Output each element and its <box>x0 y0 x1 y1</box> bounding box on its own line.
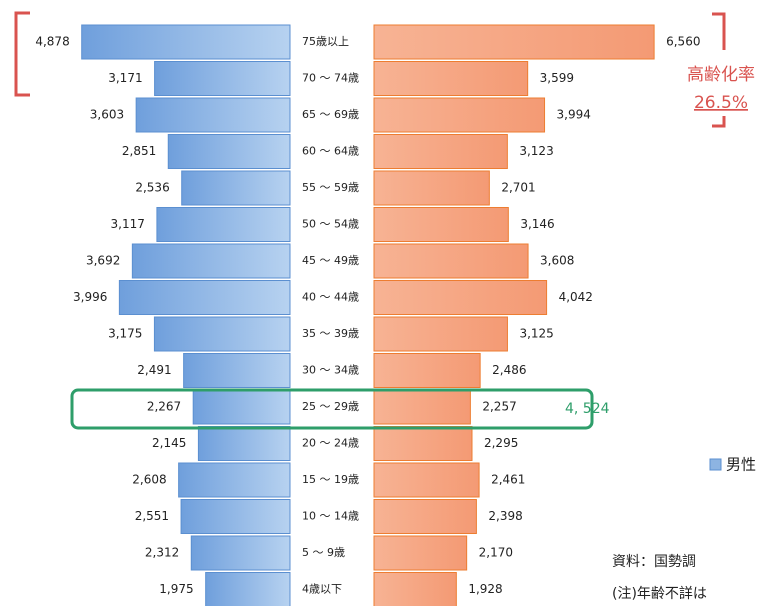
value-label: 3,599 <box>540 71 574 85</box>
value-label: 2,536 <box>135 181 169 195</box>
bar <box>190 535 291 571</box>
value-label: 2,257 <box>482 400 516 414</box>
bar <box>135 97 291 133</box>
value-label: 3,123 <box>519 144 553 158</box>
value-label: 3,692 <box>86 254 120 268</box>
bar <box>373 462 480 498</box>
bar <box>373 535 468 571</box>
bar <box>181 170 291 206</box>
value-label: 2,608 <box>132 473 166 487</box>
category-label: 25 ～ 29歳 <box>302 400 359 413</box>
bar <box>167 134 291 169</box>
bar <box>373 572 457 606</box>
bar <box>156 207 291 242</box>
bar <box>178 462 291 498</box>
note: (注)年齢不詳は <box>612 586 707 602</box>
category-label: 40 ～ 44歳 <box>302 291 359 304</box>
bracket-right-top <box>712 12 726 50</box>
bar <box>373 207 509 242</box>
value-label: 6,560 <box>666 35 700 49</box>
category-label: 60 ～ 64歳 <box>302 145 359 158</box>
aging-rate-label: 高齢化率 <box>687 65 755 85</box>
bracket-right-bottom <box>712 116 726 128</box>
bar <box>183 353 291 388</box>
bar <box>154 61 291 96</box>
value-label: 3,603 <box>90 108 124 122</box>
category-label: 30 ～ 34歳 <box>302 364 359 377</box>
category-label: 35 ～ 39歳 <box>302 327 359 340</box>
value-label: 1,928 <box>468 582 502 596</box>
bar <box>373 170 490 206</box>
value-label: 3,117 <box>111 217 145 231</box>
category-label: 50 ～ 54歳 <box>302 218 359 231</box>
bar <box>373 134 508 169</box>
value-label: 2,486 <box>492 363 526 377</box>
category-label: 70 ～ 74歳 <box>302 72 359 85</box>
value-label: 2,170 <box>479 546 513 560</box>
highlight-total: 4, 524 <box>565 401 610 417</box>
value-label: 3,996 <box>73 290 107 304</box>
value-label: 4,878 <box>35 35 69 49</box>
bars: 75歳以上 4,878 6,560 70 ～ 74歳 3,171 3,599 65 ～ 69… <box>35 24 700 606</box>
bar <box>197 426 291 461</box>
value-label: 2,145 <box>152 436 186 450</box>
category-label: 45 ～ 49歳 <box>302 254 359 267</box>
value-label: 3,125 <box>519 327 553 341</box>
bar <box>373 24 655 60</box>
category-label: 75歳以上 <box>302 35 349 48</box>
bar <box>373 61 529 96</box>
legend-label: 男性 <box>726 456 756 474</box>
value-label: 2,312 <box>145 546 179 560</box>
value-label: 2,398 <box>488 509 522 523</box>
bar <box>373 426 473 461</box>
value-label: 2,491 <box>137 363 171 377</box>
value-label: 3,994 <box>557 108 591 122</box>
bar <box>373 97 546 133</box>
legend-swatch <box>709 458 722 471</box>
value-label: 3,171 <box>108 71 142 85</box>
bar <box>153 316 291 352</box>
value-label: 2,461 <box>491 473 525 487</box>
category-label: 10 ～ 14歳 <box>302 510 359 523</box>
value-label: 2,267 <box>147 400 181 414</box>
category-label: 5 ～ 9歳 <box>302 546 345 559</box>
value-label: 3,146 <box>520 217 554 231</box>
bar <box>373 353 481 388</box>
category-label: 4歳以下 <box>302 583 342 596</box>
category-label: 55 ～ 59歳 <box>302 181 359 194</box>
value-label: 3,608 <box>540 254 574 268</box>
bracket-left <box>14 11 30 97</box>
bar <box>373 499 477 534</box>
bar <box>373 280 548 315</box>
bar <box>81 24 291 60</box>
value-label: 3,175 <box>108 327 142 341</box>
category-label: 20 ～ 24歳 <box>302 437 359 450</box>
value-label: 1,975 <box>159 582 193 596</box>
bar <box>205 572 291 606</box>
value-label: 2,551 <box>135 509 169 523</box>
bar <box>180 499 291 534</box>
bar <box>131 243 291 279</box>
value-label: 2,295 <box>484 436 518 450</box>
bar <box>118 280 291 315</box>
value-label: 2,701 <box>501 181 535 195</box>
category-label: 15 ～ 19歳 <box>302 473 359 486</box>
value-label: 2,851 <box>122 144 156 158</box>
bar <box>373 243 529 279</box>
note: 資料：国勢調 <box>612 554 696 570</box>
category-label: 65 ～ 69歳 <box>302 108 359 121</box>
value-label: 4,042 <box>559 290 593 304</box>
bar <box>192 389 291 425</box>
highlight-box <box>70 388 594 430</box>
bar <box>373 316 508 352</box>
bar <box>373 389 471 425</box>
aging-rate: 26.5% <box>694 93 748 113</box>
